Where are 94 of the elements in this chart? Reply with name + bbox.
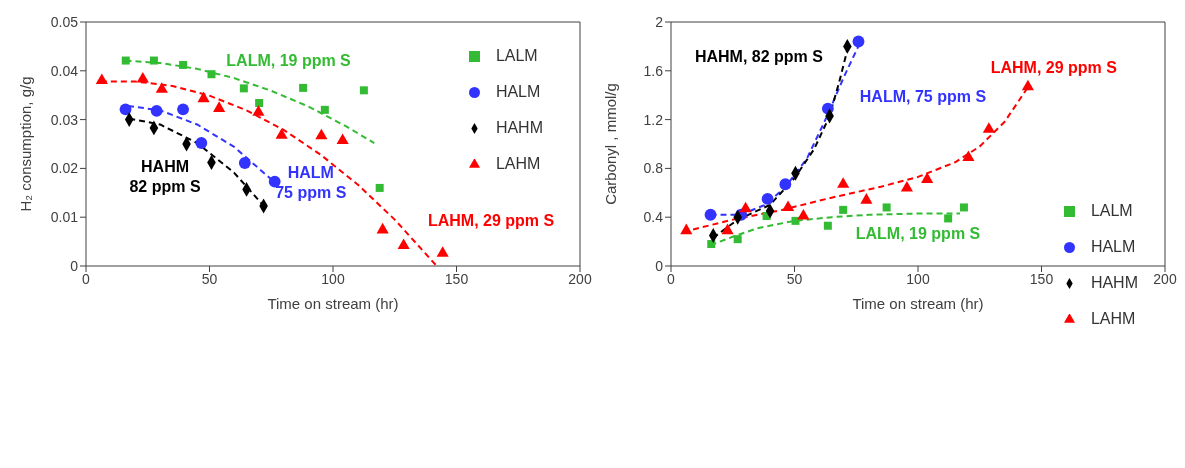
point (155, 82, 168, 93)
series-label: LAHM, 29 ppm S (990, 58, 1118, 76)
point (213, 101, 226, 112)
point (900, 180, 913, 192)
point (177, 103, 189, 116)
y-axis-title: Carbonyl , mmol/g (602, 83, 620, 205)
y-tick-label: 0.04 (50, 62, 79, 79)
y-tick-label: 0.4 (643, 209, 664, 226)
point (707, 240, 716, 249)
point (149, 56, 158, 65)
point (837, 177, 850, 188)
series-label: LALM, 19 ppm S (226, 51, 352, 69)
x-tick-label: 0 (667, 270, 676, 287)
point (315, 128, 328, 140)
point (852, 35, 865, 48)
legend-label: HALM (495, 82, 541, 102)
x-axis-title: Time on stream (hr) (852, 295, 984, 312)
legend-label: LALM (1090, 201, 1133, 221)
point (268, 175, 281, 188)
series-label: LALM, 19 ppm S (855, 224, 981, 242)
point (376, 222, 389, 234)
y-tick-label: 0.01 (50, 209, 79, 226)
legend-label: LAHM (495, 154, 541, 174)
point (275, 128, 288, 139)
point (739, 201, 752, 213)
point (704, 208, 717, 221)
point (336, 133, 349, 145)
x-tick-label: 100 (906, 270, 930, 287)
series-label: HALM 75 ppm S (275, 163, 347, 201)
point (791, 216, 800, 225)
point (882, 203, 891, 212)
series-label: HALM, 75 ppm S (859, 87, 987, 105)
legend-label: LALM (495, 46, 538, 66)
y-tick-label: 0 (655, 257, 664, 274)
point (119, 103, 132, 116)
point (197, 91, 210, 103)
point (823, 221, 832, 230)
point (238, 157, 251, 169)
point (207, 70, 216, 79)
y-tick-label: 0 (70, 257, 79, 274)
x-axis-title: Time on stream (hr) (267, 295, 399, 312)
point (733, 235, 742, 244)
legend-label: HAHM (495, 118, 543, 138)
y-tick-label: 0.03 (50, 111, 79, 128)
y-tick-label: 0.05 (50, 13, 79, 30)
y-axis-title: H₂ consumption, g/g (17, 76, 35, 212)
point (255, 99, 264, 108)
y-tick-label: 2 (655, 13, 664, 30)
point (95, 73, 108, 85)
point (252, 105, 265, 116)
point (195, 137, 208, 149)
point (436, 246, 449, 257)
point (179, 60, 188, 69)
point (921, 172, 934, 183)
point (761, 192, 774, 205)
point (299, 83, 308, 92)
legend-label: LAHM (1090, 309, 1136, 329)
point (962, 150, 975, 161)
point (1021, 79, 1034, 91)
point (136, 72, 149, 83)
point (982, 122, 995, 133)
point (150, 104, 163, 117)
x-tick-label: 100 (321, 270, 345, 287)
y-tick-label: 1.2 (643, 111, 664, 128)
point (944, 214, 953, 223)
x-tick-label: 200 (1153, 270, 1177, 287)
series-label: HAHM 82 ppm S (129, 157, 201, 195)
point (839, 205, 848, 214)
x-tick-label: 50 (786, 270, 803, 287)
series-label: LAHM, 29 ppm S (427, 211, 555, 229)
legend-label: HAHM (1090, 273, 1138, 293)
legend-label: HALM (1090, 237, 1136, 257)
x-tick-label: 150 (1029, 270, 1054, 287)
point (320, 105, 329, 114)
point (239, 84, 248, 93)
x-tick-label: 50 (201, 270, 218, 287)
point (721, 223, 734, 235)
x-tick-label: 0 (82, 270, 91, 287)
series-label: HAHM, 82 ppm S (694, 47, 824, 65)
y-tick-label: 0.8 (643, 160, 664, 177)
point (782, 200, 795, 211)
point (397, 238, 410, 250)
point (860, 193, 873, 204)
x-tick-label: 200 (568, 270, 592, 287)
x-tick-label: 150 (444, 270, 469, 287)
y-tick-label: 0.02 (50, 160, 79, 177)
point (359, 86, 368, 95)
y-tick-label: 1.6 (643, 62, 664, 79)
point (375, 183, 384, 192)
point (121, 56, 130, 65)
point (797, 208, 810, 220)
point (779, 178, 792, 191)
point (959, 203, 968, 212)
point (680, 223, 693, 235)
